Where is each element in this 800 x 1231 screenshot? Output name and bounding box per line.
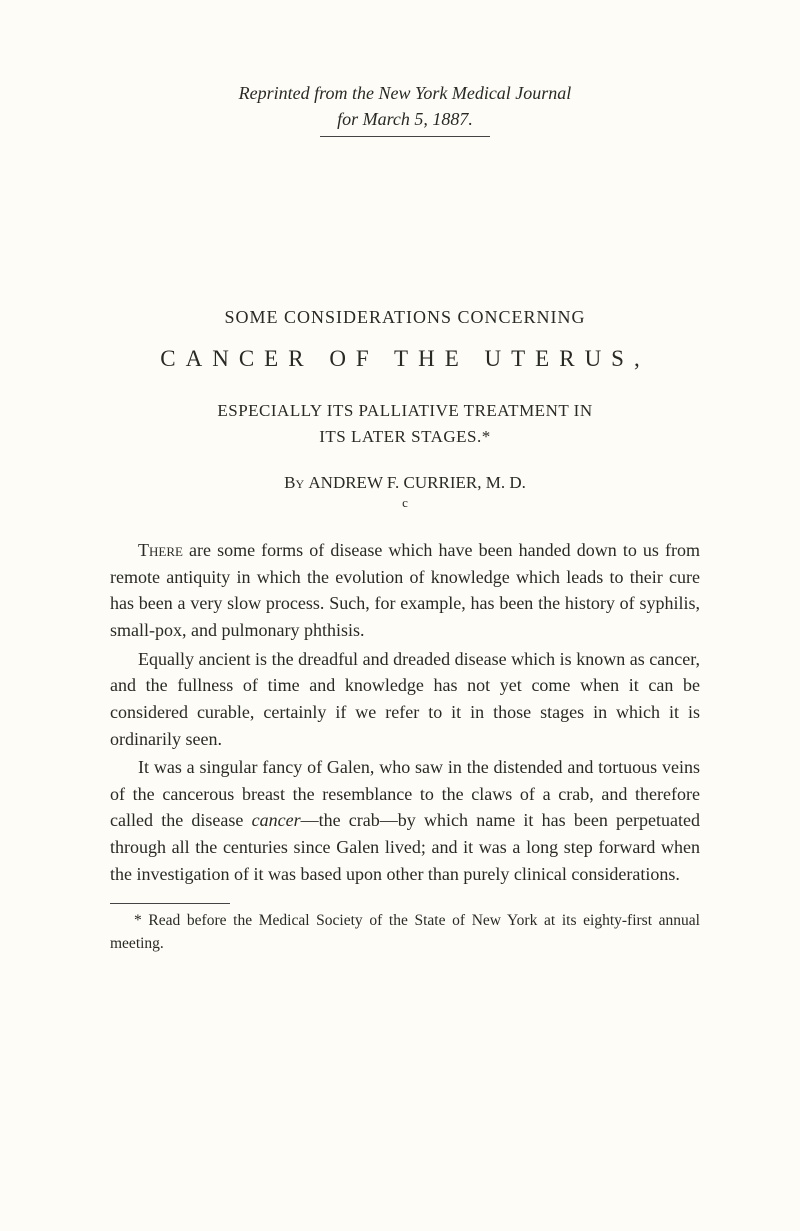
paragraph-1-lead: There <box>138 540 183 560</box>
reprint-block: Reprinted from the New York Medical Jour… <box>110 80 700 137</box>
byline-name: ANDREW F. CURRIER, M. D. <box>308 473 525 492</box>
spacer <box>110 137 700 307</box>
heading-subtitle: ESPECIALLY ITS PALLIATIVE TREATMENT IN I… <box>110 398 700 449</box>
byline: By ANDREW F. CURRIER, M. D. <box>110 473 700 493</box>
paragraph-1: There are some forms of disease which ha… <box>110 537 700 644</box>
heading-title: CANCER OF THE UTERUS, <box>110 346 700 372</box>
reprint-line-1: Reprinted from the New York Medical Jour… <box>110 80 700 106</box>
body-text: There are some forms of disease which ha… <box>110 537 700 887</box>
paragraph-3: It was a singular fancy of Galen, who sa… <box>110 754 700 887</box>
byline-mark: c <box>110 495 700 511</box>
subtitle-line-2: ITS LATER STAGES.* <box>110 424 700 450</box>
footnote: * Read before the Medical Society of the… <box>110 910 700 955</box>
document-page: Reprinted from the New York Medical Jour… <box>0 0 800 1231</box>
subtitle-line-1: ESPECIALLY ITS PALLIATIVE TREATMENT IN <box>110 398 700 424</box>
paragraph-3-emph: cancer <box>252 810 301 830</box>
paragraph-2: Equally ancient is the dreadful and drea… <box>110 646 700 753</box>
footnote-rule <box>110 903 230 904</box>
byline-by: By <box>284 473 304 492</box>
reprint-line-2: for March 5, 1887. <box>110 106 700 132</box>
paragraph-1-rest: are some forms of disease which have bee… <box>110 540 700 640</box>
heading-considerations: SOME CONSIDERATIONS CONCERNING <box>110 307 700 328</box>
